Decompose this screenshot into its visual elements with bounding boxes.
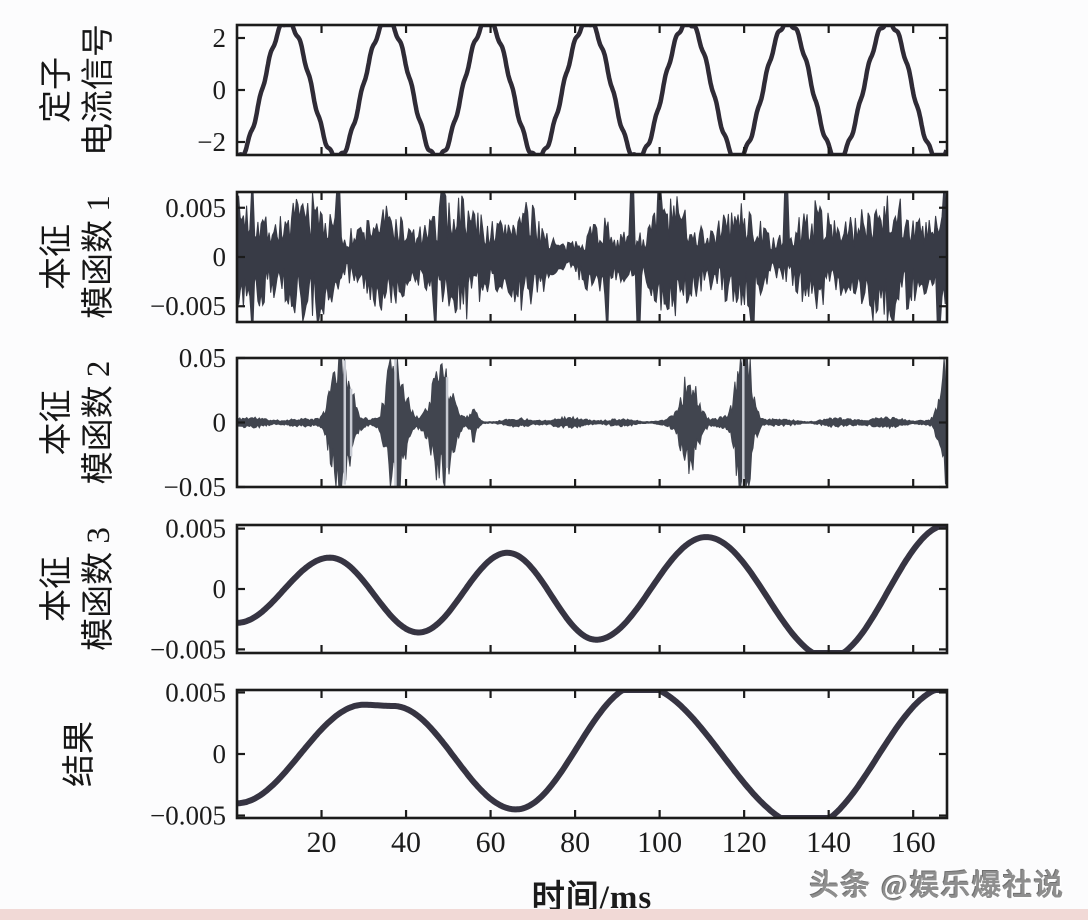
row-label-imf1-line2: 模函数 1	[80, 195, 117, 319]
y-tick-label-imf3: 0.005	[165, 514, 226, 544]
panel-stator-current-signal: 2 0 −2 定子 电流信号	[38, 23, 949, 157]
row-label-imf3-line1: 本征	[38, 556, 75, 622]
panel-imf2: 0.05 0 −0.05 本征 模函数 2	[38, 343, 949, 502]
row-label-result-line1: 结果	[61, 721, 98, 787]
panel-imf1: 0.005 0 −0.005 本征 模函数 1	[38, 190, 949, 324]
row-label-imf3-line2: 模函数 3	[80, 527, 117, 651]
y-tick-label-result: 0	[213, 739, 227, 769]
row-label-imf1-line1: 本征	[38, 224, 75, 290]
x-tick-label: 140	[806, 826, 851, 859]
watermark-text: 头条 @娱乐爆社说	[809, 870, 1065, 902]
panel-imf3: 0.005 0 −0.005 本征 模函数 3	[38, 514, 949, 664]
y-tick-label-imf3: 0	[213, 574, 227, 604]
row-label-stator-current-signal-line2: 电流信号	[80, 24, 117, 156]
panel-result: 0.005 0 −0.005 结果	[61, 677, 949, 831]
y-tick-label-imf2: 0	[213, 408, 227, 438]
x-tick-label: 20	[307, 826, 337, 859]
row-label-imf2-line2: 模函数 2	[80, 361, 117, 485]
x-tick-label: 120	[722, 826, 767, 859]
y-tick-label-stator-current-signal: 2	[213, 23, 227, 53]
axes-box-stator-current-signal	[235, 23, 949, 157]
row-label-stator-current-signal-line1: 定子	[38, 57, 75, 123]
y-tick-label-stator-current-signal: 0	[213, 75, 227, 105]
x-tick-label: 80	[560, 826, 590, 859]
y-tick-label-imf2: −0.05	[164, 472, 226, 502]
waveform-stator-current-signal	[237, 25, 947, 155]
y-tick-label-imf1: 0.005	[165, 193, 226, 223]
y-tick-label-imf1: −0.005	[150, 291, 226, 321]
row-label-imf2-line1: 本征	[38, 390, 75, 456]
waveform-result	[237, 690, 947, 818]
y-tick-label-imf2: 0.05	[179, 343, 226, 373]
waveform-imf3	[237, 525, 947, 653]
x-tick-label: 160	[891, 826, 936, 859]
y-tick-label-stator-current-signal: −2	[197, 127, 226, 157]
x-tick-label: 100	[637, 826, 682, 859]
y-tick-label-imf1: 0	[213, 242, 227, 272]
waveform-imf2	[237, 358, 947, 487]
bottom-strip	[0, 909, 1088, 920]
x-tick-label: 60	[476, 826, 506, 859]
waveform-imf1	[237, 192, 947, 322]
y-tick-label-result: 0.005	[165, 677, 226, 707]
axes-box-imf3	[235, 523, 949, 655]
x-tick-label: 40	[391, 826, 421, 859]
y-tick-label-result: −0.005	[150, 801, 226, 831]
y-tick-label-imf3: −0.005	[150, 634, 226, 664]
